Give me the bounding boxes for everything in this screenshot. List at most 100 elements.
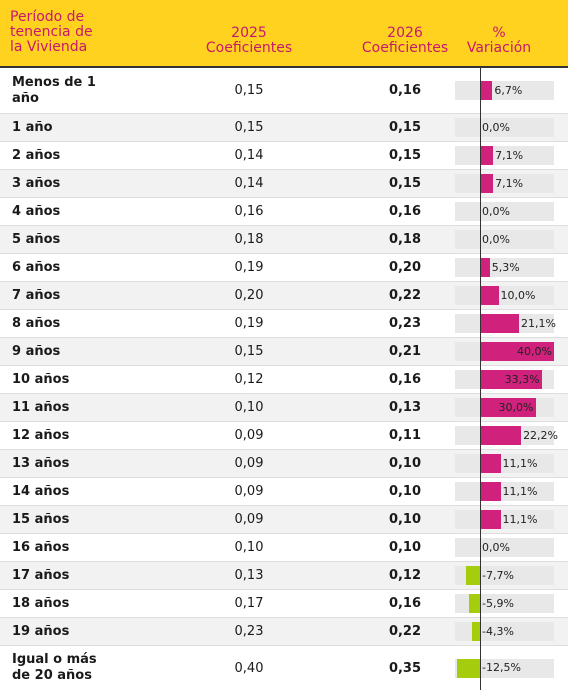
variation-track: [455, 81, 554, 100]
period-cell: 13 años: [12, 455, 70, 471]
coef-2026-cell: 0,22: [388, 624, 422, 639]
variation-label: 21,1%: [521, 316, 556, 330]
coef-2025-cell: 0,09: [234, 512, 264, 527]
coef-2026-cell: 0,16: [388, 596, 422, 611]
header-2025-sub: Coeficientes: [205, 40, 293, 56]
header-period: Período de tenencia de la Vivienda: [10, 9, 93, 55]
variation-cell: -12,5%: [454, 646, 554, 690]
variation-cell: 0,0%: [454, 198, 554, 225]
variation-cell: 22,2%: [454, 422, 558, 449]
coef-2026-cell: 0,23: [388, 316, 422, 331]
period-cell: 8 años: [12, 315, 61, 331]
variation-label: 11,1%: [502, 484, 538, 498]
variation-track: [455, 174, 554, 193]
coef-2026-cell: 0,35: [388, 660, 422, 676]
variation-label: 33,3%: [504, 372, 540, 386]
period-cell: 5 años: [12, 231, 61, 247]
variation-track: [455, 286, 554, 305]
variation-bar: [480, 370, 542, 389]
coef-2026-cell: 0,13: [388, 400, 422, 415]
header-2026-sub: Coeficientes: [361, 40, 449, 56]
table-row: 7 años 0,20 0,22 10,0%: [0, 282, 568, 310]
variation-bar: [480, 342, 554, 361]
coef-2025-cell: 0,09: [234, 428, 264, 443]
period-cell: 6 años: [12, 259, 61, 275]
coef-2025-cell: 0,13: [234, 568, 264, 583]
coef-2026-cell: 0,16: [388, 372, 422, 387]
variation-track: [455, 538, 554, 557]
variation-bar: [480, 258, 490, 277]
table-row: 8 años 0,19 0,23 21,1%: [0, 310, 568, 338]
variation-track: [455, 118, 554, 137]
variation-bar: [480, 510, 501, 529]
variation-track: [455, 258, 554, 277]
period-cell: 10 años: [12, 371, 70, 387]
table-row: 19 años 0,23 0,22 -4,3%: [0, 618, 568, 646]
period-cell: Menos de 1 año: [12, 74, 96, 106]
variation-cell: 30,0%: [454, 394, 554, 421]
table-row: Menos de 1 año 0,15 0,16 6,7%: [0, 68, 568, 114]
coef-2025-cell: 0,10: [234, 400, 264, 415]
period-cell: 2 años: [12, 147, 61, 163]
variation-cell: 40,0%: [454, 338, 554, 365]
variation-cell: 10,0%: [454, 282, 554, 309]
variation-cell: 33,3%: [454, 366, 554, 393]
table-row: 5 años 0,18 0,18 0,0%: [0, 226, 568, 254]
table-row: 13 años 0,09 0,10 11,1%: [0, 450, 568, 478]
variation-label: 7,1%: [495, 176, 524, 190]
period-cell: 4 años: [12, 203, 61, 219]
period-cell: 9 años: [12, 343, 61, 359]
period-cell: 14 años: [12, 483, 70, 499]
header-2025-year: 2025: [231, 25, 267, 41]
variation-label: 6,7%: [494, 83, 523, 97]
variation-cell: 11,1%: [454, 478, 554, 505]
variation-label: 10,0%: [500, 288, 536, 302]
table-row: 11 años 0,10 0,13 30,0%: [0, 394, 568, 422]
variation-cell: 0,0%: [454, 114, 554, 141]
coef-2026-cell: 0,10: [388, 540, 422, 555]
coef-2026-cell: 0,15: [388, 148, 422, 163]
header-variation-sub: Variación: [466, 40, 532, 56]
variation-bar: [456, 658, 480, 678]
variation-track: [455, 482, 554, 501]
variation-label: 5,3%: [491, 260, 520, 274]
header-2026-year: 2026: [387, 25, 423, 41]
coef-2026-cell: 0,20: [388, 260, 422, 275]
variation-track: [455, 510, 554, 529]
variation-bar: [480, 174, 494, 193]
variation-label: -5,9%: [482, 596, 514, 610]
coef-2026-cell: 0,16: [388, 204, 422, 219]
coef-2026-cell: 0,12: [388, 568, 422, 583]
coef-2026-cell: 0,16: [388, 83, 422, 98]
variation-cell: 5,3%: [454, 254, 554, 281]
coef-2026-cell: 0,10: [388, 484, 422, 499]
variation-cell: 0,0%: [454, 226, 554, 253]
coef-2026-cell: 0,18: [388, 232, 422, 247]
table-body: Menos de 1 año 0,15 0,16 6,7% 1 año 0,15 0,15 0…: [0, 68, 568, 690]
variation-label: -4,3%: [482, 624, 514, 638]
coef-2025-cell: 0,17: [234, 596, 264, 611]
table-row: 2 años 0,14 0,15 7,1%: [0, 142, 568, 170]
coef-2025-cell: 0,23: [234, 624, 264, 639]
variation-cell: 6,7%: [454, 68, 554, 113]
variation-label: -12,5%: [482, 661, 521, 674]
period-cell: 11 años: [12, 399, 70, 415]
variation-track: [455, 230, 554, 249]
variation-bar: [480, 398, 536, 417]
coef-2026-cell: 0,10: [388, 456, 422, 471]
coef-2026-cell: 0,15: [388, 176, 422, 191]
table-row: 16 años 0,10 0,10 0,0%: [0, 534, 568, 562]
coef-2026-cell: 0,21: [388, 344, 422, 359]
table-row: 9 años 0,15 0,21 40,0%: [0, 338, 568, 366]
variation-bar: [480, 146, 494, 165]
variation-label: 0,0%: [482, 120, 510, 134]
coef-2025-cell: 0,40: [234, 660, 264, 676]
coef-2026-cell: 0,10: [388, 512, 422, 527]
variation-label: -7,7%: [482, 568, 514, 582]
table-header: Período de tenencia de la Vivienda 2025 …: [0, 0, 568, 68]
variation-label: 7,1%: [495, 148, 524, 162]
variation-zero-axis: [480, 68, 481, 690]
coef-2025-cell: 0,12: [234, 372, 264, 387]
variation-cell: 21,1%: [454, 310, 556, 337]
